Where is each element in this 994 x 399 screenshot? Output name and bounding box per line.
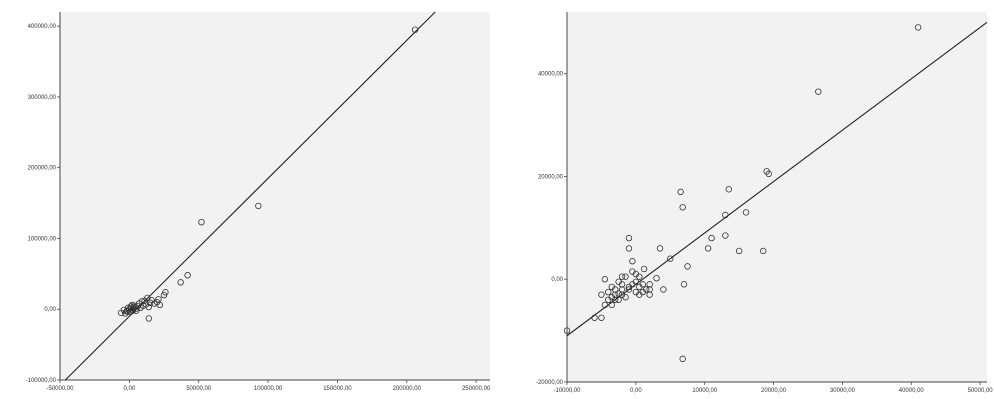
chart-right-point [722, 211, 729, 219]
chart-right-point [742, 209, 750, 216]
chart-right-point [722, 232, 729, 239]
chart-right-point [640, 265, 648, 273]
chart-right-point [591, 314, 598, 321]
chart-left-x-tick-label: 200000,00 [393, 386, 422, 392]
chart-right-point [735, 247, 743, 255]
chart-right-point [629, 258, 636, 265]
chart-right-point [765, 170, 772, 178]
chart-right-point [725, 186, 733, 193]
chart-right-background [567, 12, 987, 382]
chart-right-y-tick-label: -20000,00 [536, 380, 564, 386]
chart-right-x-tick-label: 0,00 [630, 388, 642, 394]
chart-right-y-tick-label: 0,00 [551, 277, 563, 283]
chart-right-plot-area: -20000,00 0,00 20000,00 40000,00 -10000,00 0,… [536, 12, 993, 394]
chart-left-x-tick-label: -50000,00 [46, 386, 74, 392]
chart-right-point [815, 88, 822, 95]
chart-right-point [563, 327, 571, 334]
chart-right-x-tick-label: 20000,00 [761, 388, 787, 394]
scatter-chart-left: -100000,00 0,00 100000,00 200000,00 300000,0… [26, 11, 491, 392]
chart-right-point [615, 290, 622, 297]
chart-right-point [646, 286, 653, 293]
chart-right-point [625, 286, 633, 293]
chart-right-point [667, 255, 674, 262]
chart-left-x-tick-label: 150000,00 [323, 386, 352, 392]
chart-right-point [625, 245, 633, 252]
chart-left-y-tick-label: 400000,00 [28, 24, 57, 30]
chart-left-y-tick-label: 300000,00 [28, 95, 57, 101]
chart-right-point [632, 278, 640, 285]
chart-left-point [177, 279, 184, 286]
chart-left-point [156, 301, 164, 309]
chart-left-point [128, 301, 136, 309]
chart-right-point [605, 288, 612, 296]
chart-right-fit-line [566, 21, 988, 337]
chart-right-x-tick-label: 30000,00 [830, 388, 856, 394]
chart-right-point [632, 288, 640, 296]
chart-right-point [677, 188, 684, 196]
chart-right-point [601, 276, 609, 283]
chart-right-x-tick-label: -10000,00 [553, 388, 581, 394]
chart-left-point [411, 26, 419, 33]
chart-right-point [760, 247, 767, 255]
chart-right-point [646, 281, 653, 288]
chart-right-point [656, 245, 664, 252]
chart-right-point [611, 286, 619, 293]
chart-left-plot-area: -100000,00 0,00 100000,00 200000,00 300000,0… [26, 11, 491, 392]
chart-right-x-tick-label: 10000,00 [692, 388, 718, 394]
chart-right-y-tick-label: 40000,00 [538, 72, 564, 78]
chart-left-point [255, 202, 262, 210]
chart-left-point [198, 218, 205, 226]
chart-right-point [618, 286, 626, 293]
chart-left-point [145, 315, 152, 322]
chart-right-point [636, 273, 643, 280]
chart-left-point [184, 272, 191, 279]
chart-right-point [646, 291, 653, 298]
chart-left-x-tick-label: 250000,00 [462, 386, 491, 392]
chart-left-background [60, 12, 490, 380]
chart-left-point [127, 303, 134, 310]
chart-left-point [133, 307, 140, 314]
chart-right-point [618, 281, 626, 288]
chart-left-x-tick-label: 100000,00 [254, 386, 283, 392]
scatter-chart-right: -20000,00 0,00 20000,00 40000,00 -10000,00 0,… [536, 12, 993, 394]
chart-left-y-tick-label: 100000,00 [28, 236, 57, 242]
chart-right-point [611, 291, 619, 298]
chart-right-point [615, 296, 622, 303]
chart-right-point [618, 273, 626, 280]
chart-left-fit-line [64, 11, 436, 381]
chart-right-point [704, 245, 712, 252]
chart-right-point [625, 234, 633, 242]
chart-right-x-tick-label: 50000,00 [968, 388, 994, 394]
chart-right-point [618, 291, 626, 298]
chart-right-point [608, 301, 615, 309]
chart-right-y-tick-label: 20000,00 [538, 174, 564, 180]
chart-right-point [708, 234, 715, 242]
chart-left-y-tick-label: 200000,00 [28, 166, 57, 172]
chart-right-point [680, 281, 688, 288]
chart-right-point [660, 286, 667, 293]
chart-right-point [684, 263, 691, 270]
chart-right-x-tick-label: 40000,00 [899, 388, 925, 394]
chart-right-point [598, 291, 605, 298]
chart-right-point [653, 274, 660, 282]
chart-left-y-tick-label: -100000,00 [26, 378, 57, 384]
chart-right-point [642, 286, 650, 293]
chart-right-point [622, 273, 629, 280]
chart-left-x-tick-label: 0,00 [124, 386, 136, 392]
chart-right-point [679, 204, 686, 211]
chart-right-point [598, 314, 605, 321]
chart-right-point [679, 355, 686, 363]
chart-left-y-tick-label: 0,00 [44, 307, 56, 313]
chart-right-point [636, 283, 643, 291]
chart-right-point [601, 301, 609, 309]
chart-left-point [142, 301, 150, 308]
chart-left-point [162, 289, 169, 296]
chart-left-x-tick-label: 50000,00 [186, 386, 212, 392]
chart-right-point [914, 24, 922, 31]
chart-right-point [611, 296, 619, 303]
